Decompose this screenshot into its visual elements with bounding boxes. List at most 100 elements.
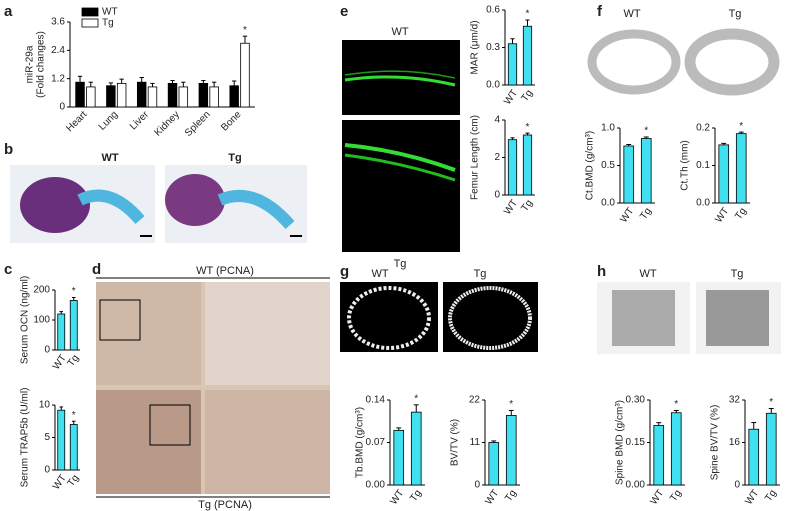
y-tick-label: 2 <box>494 152 500 163</box>
significance-mark: * <box>72 410 76 421</box>
bar <box>735 133 747 204</box>
stain <box>165 174 225 226</box>
y-tick-label: 4 <box>494 115 500 126</box>
label-line <box>344 70 456 79</box>
y-tick-label: 10 <box>39 400 51 411</box>
y-tick-label: 2.4 <box>51 45 65 56</box>
image-label: Tg <box>228 152 241 164</box>
bar <box>147 86 158 108</box>
y-tick-label: 0.07 <box>366 437 386 448</box>
image-label: WT <box>371 268 388 280</box>
histology-image <box>96 282 201 385</box>
label-line <box>344 75 456 87</box>
y-tick-label: 0.6 <box>486 5 500 16</box>
legend-label: Tg <box>102 18 114 29</box>
x-tick-label: Tg <box>668 488 684 504</box>
bar <box>136 81 147 108</box>
y-tick-label: 0.0 <box>696 198 710 209</box>
scale-bar <box>290 235 302 237</box>
microct-image <box>340 282 438 352</box>
image-label: WT (PCNA) <box>196 265 254 277</box>
image-label: WT <box>101 152 118 164</box>
bone-ring <box>448 286 532 350</box>
bar <box>178 86 189 108</box>
fluorescence-image <box>342 120 460 252</box>
panel-letter: c <box>4 261 12 278</box>
panel-letter: h <box>597 263 606 280</box>
y-tick-label: 0 <box>44 465 50 476</box>
bar <box>116 82 127 108</box>
y-axis-label: Serum OCN (ng/ml) <box>20 276 31 364</box>
bar <box>198 82 209 108</box>
zoom-box <box>149 404 191 446</box>
significance-mark: * <box>509 399 513 410</box>
image-label: WT <box>623 8 640 20</box>
histology-image <box>205 282 330 385</box>
y-tick-label: 1.2 <box>51 73 65 84</box>
image-label: Tg <box>394 258 407 270</box>
stain <box>20 177 90 233</box>
y-tick-label: 0.14 <box>366 395 386 406</box>
y-axis-label: miR-29a <box>25 45 36 83</box>
significance-mark: * <box>243 25 247 36</box>
significance-mark: * <box>769 397 773 408</box>
vertebra <box>612 290 675 346</box>
y-axis-label: Femur Length (cm) <box>470 115 481 200</box>
bar <box>653 425 665 486</box>
y-tick-label: 16 <box>729 437 741 448</box>
x-tick-label: Kidney <box>153 109 182 138</box>
bar <box>718 144 730 204</box>
image-label: Tg (PCNA) <box>198 499 252 511</box>
x-tick-label: Tg <box>638 206 654 222</box>
bar <box>393 429 405 486</box>
y-tick-label: 0.0 <box>486 80 500 91</box>
bone-ring <box>684 28 780 96</box>
y-axis-label: Serum TRAP5b (U/ml) <box>20 388 31 488</box>
x-tick-label: Spleen <box>183 109 213 139</box>
bar <box>57 409 66 471</box>
bar <box>229 85 239 108</box>
y-tick-label: 0.5 <box>601 160 615 171</box>
bar <box>623 145 635 204</box>
image-label: Tg <box>474 268 487 280</box>
y-tick-label: 0.15 <box>626 437 646 448</box>
y-axis-label: Spine BMD (g/cm³) <box>615 400 626 485</box>
y-tick-label: 0.0 <box>601 198 615 209</box>
x-tick-label: Tg <box>763 488 779 504</box>
legend-swatch <box>81 18 99 28</box>
y-axis-label: BV/TV (%) <box>450 419 461 466</box>
bone-ring <box>347 286 431 350</box>
y-tick-label: 0 <box>494 190 500 201</box>
y-tick-label: 32 <box>729 395 741 406</box>
bar <box>488 442 500 486</box>
x-tick-label: Heart <box>64 109 89 134</box>
image-label: WT <box>391 26 408 38</box>
significance-mark: * <box>526 9 530 20</box>
x-tick-label: WT <box>483 488 501 507</box>
y-tick-label: 0.1 <box>696 160 710 171</box>
y-tick-label: 0 <box>474 480 480 491</box>
stain <box>217 189 295 230</box>
y-tick-label: 0.2 <box>696 123 710 134</box>
histology-image <box>96 390 201 494</box>
y-tick-label: 0.00 <box>366 480 386 491</box>
bar <box>75 81 85 108</box>
x-tick-label: Liver <box>128 109 152 133</box>
bar <box>69 424 78 471</box>
bar <box>167 82 178 108</box>
x-tick-label: Tg <box>519 88 535 104</box>
x-tick-label: Lung <box>97 109 121 133</box>
scale-bar <box>140 235 152 237</box>
significance-mark: * <box>414 393 418 404</box>
y-tick-label: 11 <box>470 437 481 448</box>
y-tick-label: 0 <box>44 345 50 356</box>
bar <box>670 412 682 486</box>
label-line <box>344 153 456 182</box>
significance-mark: * <box>526 122 530 133</box>
microct-image <box>443 282 538 352</box>
y-tick-label: 0 <box>734 480 740 491</box>
x-tick-label: WT <box>648 488 666 507</box>
y-axis-label: Ct.Th (mm) <box>680 140 691 191</box>
y-axis-label: MAR (μm/d) <box>470 20 481 74</box>
bar <box>505 415 517 486</box>
